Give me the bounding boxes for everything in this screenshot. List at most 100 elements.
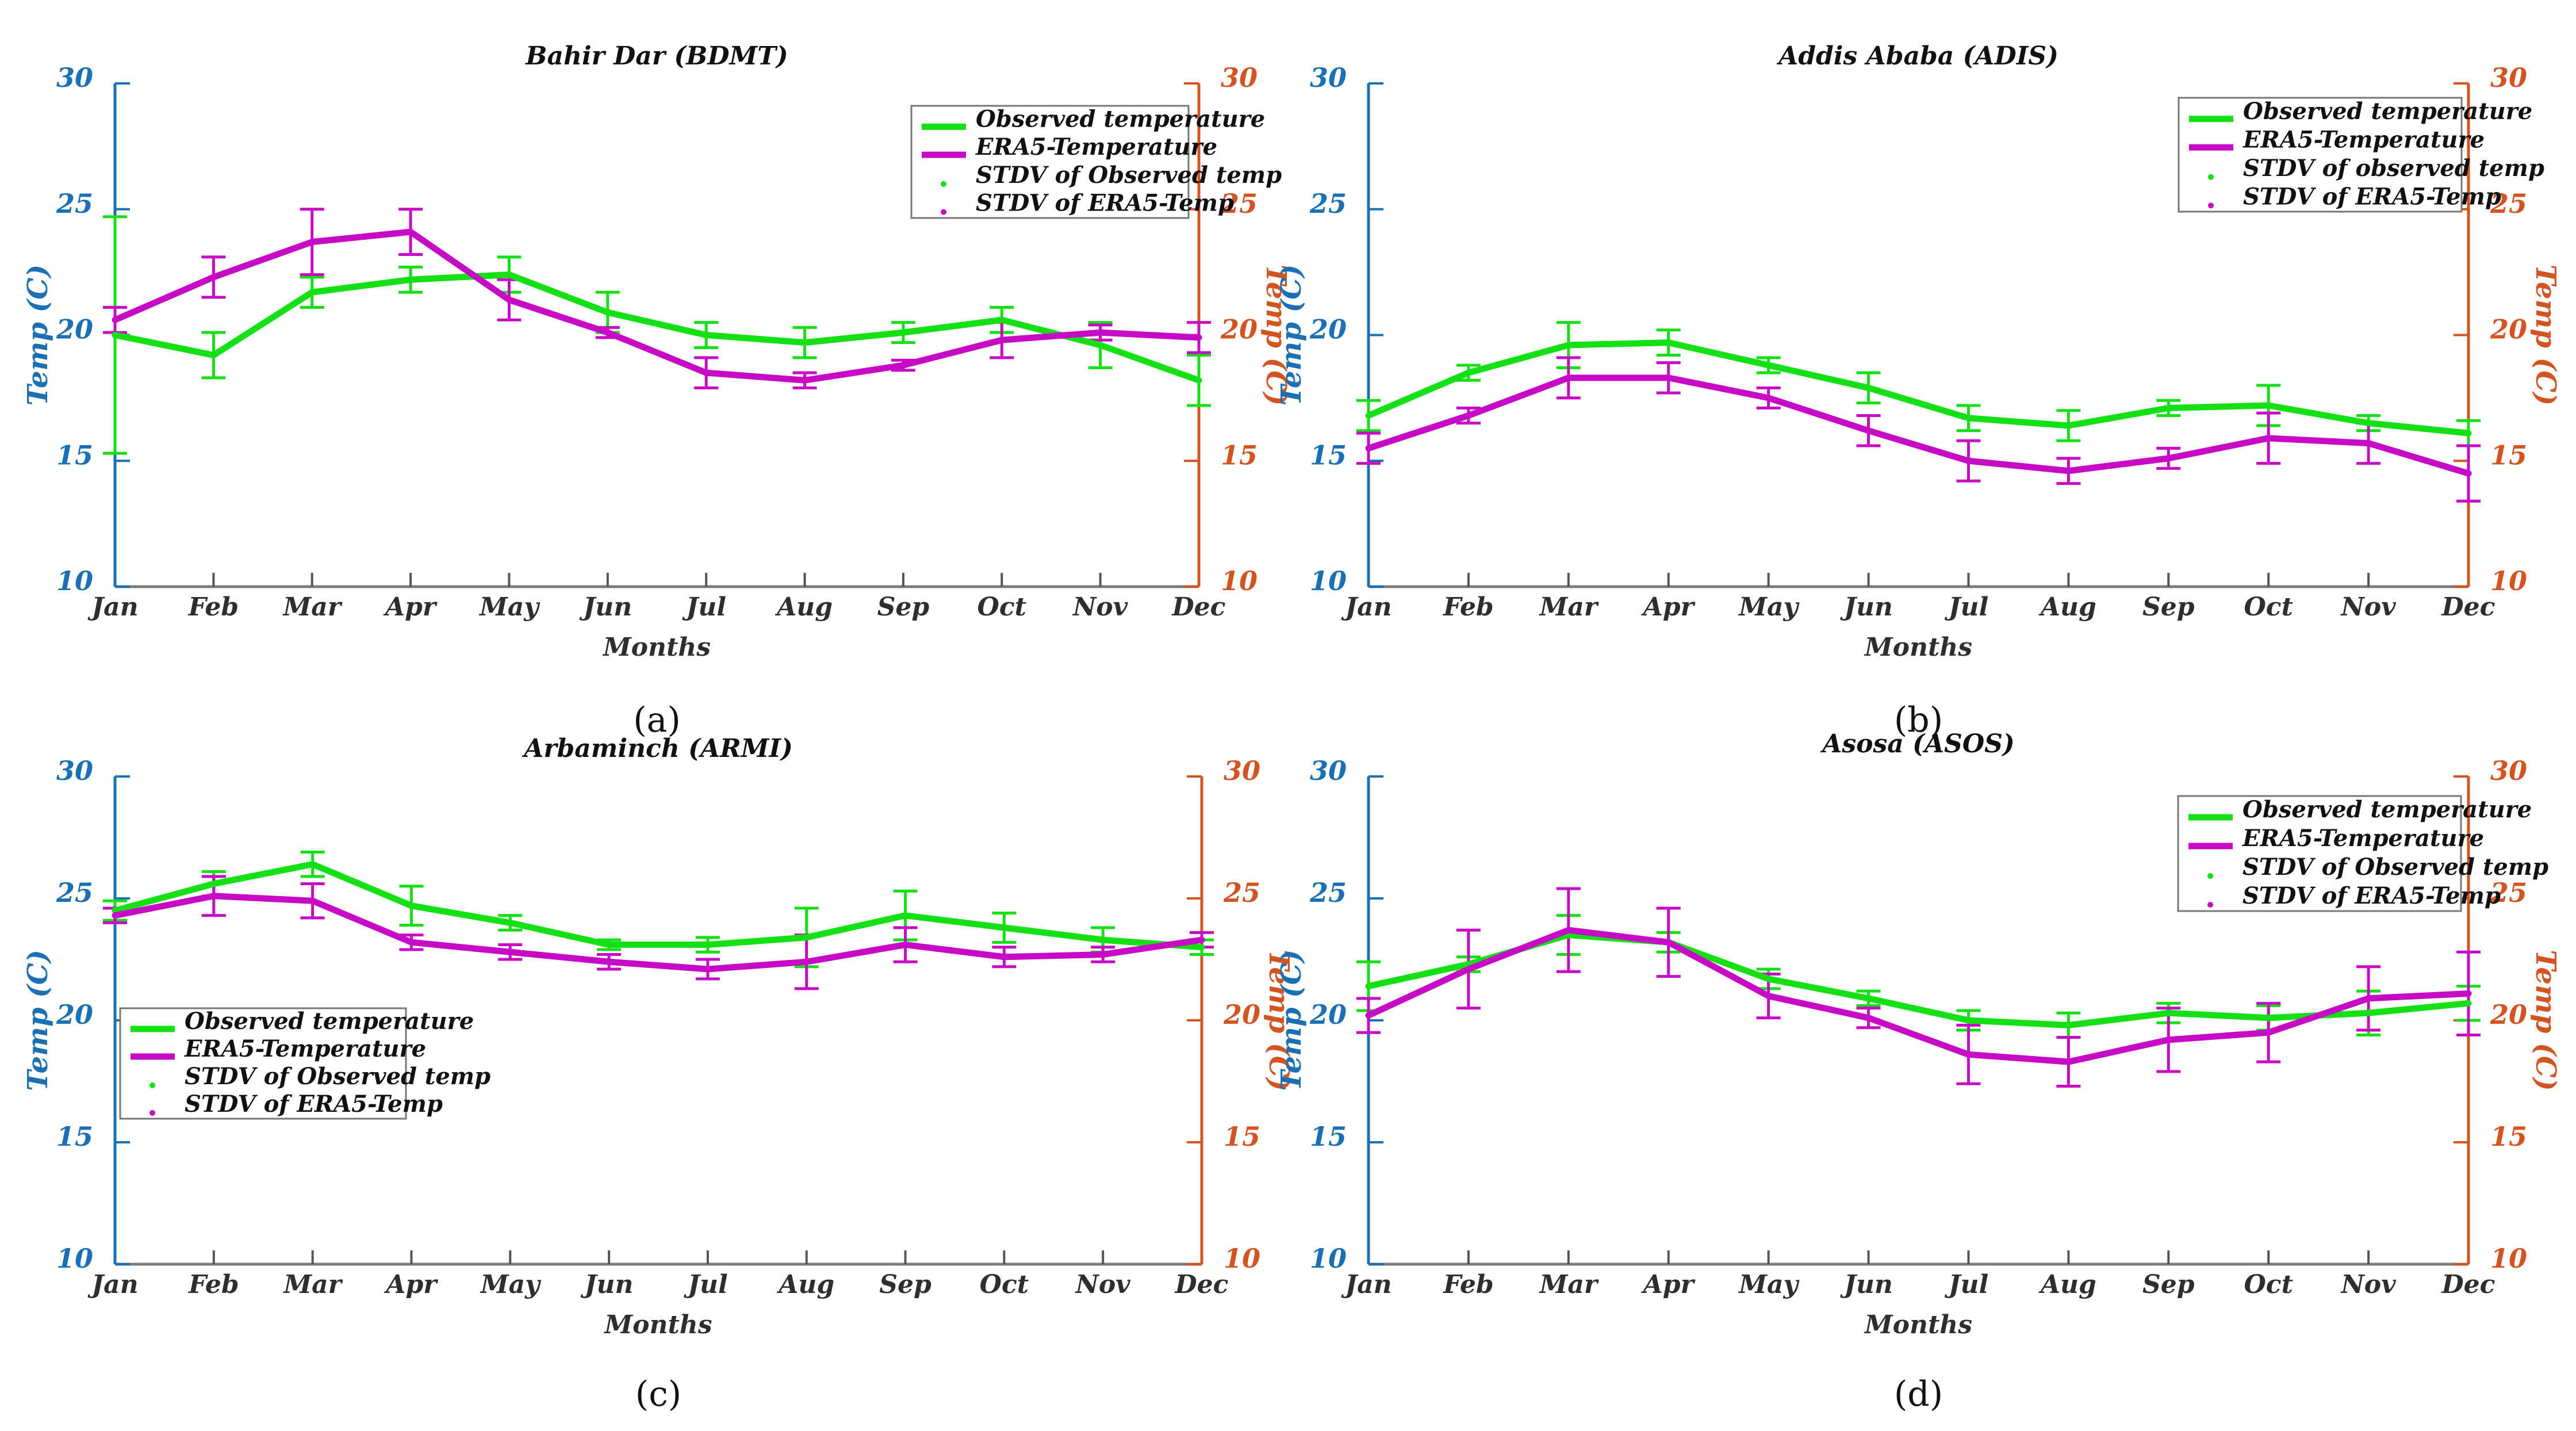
x-tick-label: Feb: [1442, 1270, 1494, 1299]
x-tick-label: Nov: [1072, 592, 1128, 622]
x-tick-label: Nov: [2340, 1270, 2397, 1299]
panel-caption: (d): [1894, 1374, 1943, 1414]
chart-title: Arbaminch (ARMI): [522, 734, 793, 763]
legend-dot-swatch: [150, 1082, 155, 1088]
x-tick-label: Jul: [684, 1270, 728, 1299]
y-tick-label-right: 30: [2490, 62, 2527, 93]
panel-caption: (c): [635, 1374, 681, 1414]
y-tick-label-left: 10: [56, 1243, 93, 1274]
x-tick-label: Jan: [87, 592, 138, 622]
legend-label: ERA5-Temperature: [184, 1035, 426, 1062]
y-tick-label-left: 10: [1310, 565, 1347, 596]
panel-caption: (a): [633, 700, 681, 740]
x-tick-label: Oct: [2244, 1270, 2293, 1299]
x-axis-label: Months: [602, 633, 711, 662]
x-tick-label: Mar: [1539, 592, 1599, 622]
x-tick-label: Sep: [2142, 1270, 2195, 1299]
legend: Observed temperatureERA5-TemperatureSTDV…: [2177, 795, 2548, 912]
era5-temperature-line: [112, 893, 1205, 973]
y-axis-label-right: Temp (C): [1263, 950, 1295, 1091]
stdv-errorbars-era5: [1356, 356, 2481, 503]
y-tick-label-right: 15: [1224, 1121, 1260, 1152]
observed-temperature-line: [112, 271, 1202, 384]
x-tick-label: Oct: [2244, 592, 2293, 622]
y-tick-label-left: 25: [56, 877, 93, 908]
x-tick-label: Jan: [87, 1270, 138, 1299]
legend-label: STDV of ERA5-Temp: [185, 1091, 443, 1118]
x-tick-label: Aug: [2038, 592, 2096, 622]
y-tick-label-right: 10: [2490, 565, 2527, 596]
legend-label: Observed temperature: [185, 1008, 474, 1035]
y-tick-label-right: 30: [2490, 755, 2527, 786]
stdv-errorbars-observed: [103, 850, 1214, 969]
chart-title: Addis Ababa (ADIS): [1776, 41, 2058, 71]
y-tick-label-left: 30: [1310, 755, 1347, 786]
x-tick-label: Jun: [1840, 1270, 1893, 1299]
y-tick-label-left: 10: [1310, 1243, 1347, 1274]
x-tick-label: Aug: [775, 592, 833, 622]
stdv-errorbars-era5: [1356, 887, 2481, 1088]
x-tick-label: Jan: [1341, 1270, 1392, 1299]
observed-temperature-line: [1365, 339, 2472, 437]
stdv-errorbars-observed: [1356, 321, 2481, 447]
x-tick-label: May: [1738, 1270, 1800, 1299]
legend-label: Observed temperature: [976, 105, 1265, 132]
x-tick-label: Nov: [1075, 1270, 1131, 1299]
y-tick-label-right: 10: [1221, 565, 1258, 596]
y-tick-label-right: 10: [2490, 1243, 2527, 1274]
y-axis-label-right: Temp (C): [1260, 265, 1292, 405]
chart-panel-d: Asosa (ASOS) Jan Feb Mar Apr May Jun Jul Aug Sep O…: [1275, 729, 2562, 1414]
x-tick-label: Dec: [1171, 592, 1226, 622]
y-tick-label-right: 30: [1224, 755, 1260, 786]
x-tick-label: Jan: [1341, 592, 1392, 622]
x-tick-label: Sep: [877, 592, 930, 622]
x-axis-label: Months: [1864, 1310, 1972, 1340]
x-tick-label: Aug: [776, 1270, 834, 1299]
legend-label: STDV of ERA5-Temp: [2243, 183, 2501, 210]
y-tick-label-left: 25: [56, 188, 93, 219]
legend-box: [2178, 97, 2463, 213]
y-tick-label-left: 20: [56, 999, 93, 1030]
x-axis-label: Months: [603, 1310, 712, 1340]
x-axis-label: Months: [1864, 633, 1972, 662]
legend-dot-swatch: [941, 181, 946, 187]
x-tick-label: Jul: [1945, 1270, 1989, 1299]
y-tick-label-left: 20: [1309, 314, 1347, 345]
x-tick-label: Jun: [1840, 592, 1893, 622]
x-tick-label: May: [1738, 592, 1800, 622]
x-tick-label: Jul: [1945, 592, 1989, 622]
y-tick-label-left: 15: [1310, 439, 1347, 470]
y-tick-label-left: 25: [1309, 877, 1347, 908]
legend-dot-swatch: [2207, 902, 2213, 908]
legend-dot-swatch: [150, 1110, 155, 1116]
y-tick-label-left: 10: [56, 565, 93, 596]
chart-title: Bahir Dar (BDMT): [524, 41, 788, 71]
chart-panel-a: Bahir Dar (BDMT) Jan Feb Mar Apr May Jun Jul Aug…: [22, 41, 1292, 740]
chart-panel-b: Addis Ababa (ADIS) Jan Feb Mar Apr May Jun Jul A…: [1275, 41, 2562, 740]
y-axis-label-left: Temp (C): [22, 265, 54, 405]
legend: Observed temperatureERA5-TemperatureSTDV…: [2178, 97, 2544, 213]
y-tick-label-left: 15: [56, 1121, 93, 1152]
y-tick-label-right: 25: [1223, 877, 1260, 908]
y-tick-label-left: 30: [56, 755, 93, 786]
legend-dot-swatch: [2207, 873, 2213, 879]
legend-label: STDV of ERA5-Temp: [976, 190, 1234, 217]
legend-dot-swatch: [941, 209, 946, 215]
y-tick-label-right: 25: [2490, 188, 2527, 219]
y-axis-label-right: Temp (C): [2529, 950, 2562, 1091]
x-tick-label: Jun: [579, 592, 632, 622]
x-tick-label: Aug: [2038, 1270, 2096, 1299]
legend-label: STDV of Observed temp: [2242, 854, 2548, 881]
era5-temperature-line: [1365, 927, 2472, 1065]
legend-label: ERA5-Temperature: [975, 133, 1217, 160]
x-tick-label: Jul: [682, 592, 726, 622]
x-tick-label: Sep: [879, 1270, 931, 1299]
legend-label: STDV of Observed temp: [185, 1063, 490, 1090]
y-tick-label-left: 20: [56, 314, 93, 345]
x-tick-label: Oct: [977, 592, 1026, 622]
x-tick-label: Mar: [1539, 1270, 1599, 1299]
legend-label: ERA5-Temperature: [2242, 825, 2484, 852]
x-tick-label: May: [478, 592, 540, 622]
